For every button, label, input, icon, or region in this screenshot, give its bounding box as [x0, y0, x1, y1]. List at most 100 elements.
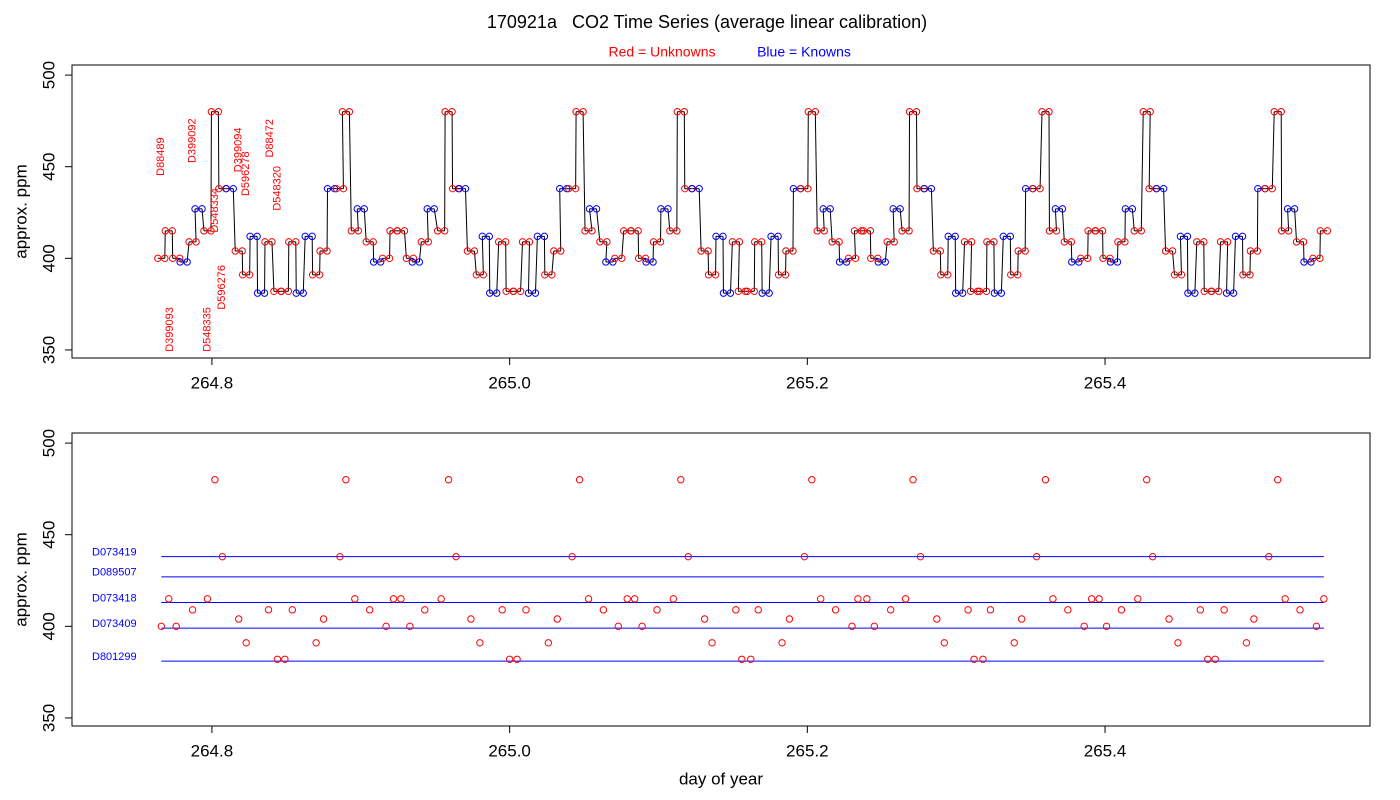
point-marker	[424, 238, 432, 246]
point-marker	[1121, 238, 1129, 246]
point-marker	[1239, 271, 1247, 279]
point-marker	[944, 232, 952, 241]
trace-connector	[595, 208, 601, 242]
point-marker	[813, 227, 821, 235]
point-marker	[231, 247, 239, 255]
y-tick-label: 500	[39, 429, 58, 457]
point-marker	[564, 184, 573, 193]
trace-connector	[473, 250, 477, 275]
point-marker	[183, 258, 191, 266]
point-marker	[979, 655, 987, 664]
point-marker	[319, 615, 328, 623]
point-marker	[973, 287, 982, 296]
point-marker	[1309, 254, 1317, 263]
point-marker	[273, 655, 282, 664]
point-marker	[270, 287, 278, 296]
point-marker	[1029, 184, 1037, 193]
trace-connector	[582, 111, 586, 231]
point-marker	[951, 232, 959, 241]
point-marker	[960, 238, 969, 246]
point-marker	[385, 254, 394, 263]
point-marker	[851, 254, 860, 263]
point-marker	[1196, 606, 1205, 614]
point-marker	[817, 595, 825, 603]
point-marker	[951, 289, 960, 297]
point-marker	[592, 205, 601, 213]
trace-connector	[1039, 111, 1043, 189]
point-marker	[218, 552, 227, 561]
point-marker	[1106, 254, 1114, 263]
y-tick-label: 450	[39, 521, 58, 549]
point-marker	[168, 227, 176, 235]
point-marker	[292, 289, 300, 297]
point-marker	[264, 606, 273, 614]
point-marker	[975, 287, 984, 296]
point-marker	[1114, 238, 1122, 246]
point-marker	[1091, 227, 1100, 235]
point-marker	[804, 108, 813, 116]
point-marker	[747, 655, 755, 664]
point-marker	[758, 238, 766, 246]
trace-connector	[814, 111, 818, 231]
point-marker	[774, 232, 782, 241]
point-marker	[235, 615, 243, 623]
point-marker	[585, 205, 594, 213]
point-marker	[1204, 655, 1212, 664]
point-marker	[905, 108, 914, 116]
point-marker	[781, 271, 790, 279]
trace-connector	[737, 241, 740, 292]
point-marker	[417, 238, 425, 246]
point-marker	[386, 227, 394, 235]
point-marker	[588, 227, 596, 235]
point-marker	[501, 238, 510, 246]
point-marker	[1099, 254, 1107, 263]
trace-connector	[403, 230, 407, 259]
point-marker	[704, 271, 713, 279]
point-marker	[1193, 238, 1201, 246]
point-marker	[524, 289, 533, 297]
trace-connector	[768, 236, 772, 294]
x-axis-title: day of year	[679, 769, 763, 788]
point-marker	[1146, 108, 1154, 116]
point-marker	[835, 238, 843, 246]
point-marker	[808, 476, 816, 484]
point-marker	[323, 184, 332, 193]
point-marker	[1307, 258, 1315, 266]
point-marker	[284, 287, 293, 296]
point-marker	[1284, 227, 1293, 235]
point-marker	[750, 287, 758, 296]
point-marker	[479, 271, 488, 279]
point-marker	[927, 184, 936, 193]
point-marker	[452, 552, 460, 561]
point-marker	[1191, 289, 1199, 297]
trace-connector	[481, 236, 484, 275]
point-marker	[1165, 615, 1173, 623]
plot-frame	[71, 432, 1371, 727]
point-marker	[406, 622, 414, 631]
annotation: D548334	[209, 188, 221, 233]
point-marker	[688, 184, 696, 193]
point-marker	[211, 476, 219, 484]
trace-connector	[1271, 111, 1275, 189]
point-marker	[1312, 622, 1321, 631]
point-marker	[1010, 639, 1018, 647]
point-marker	[603, 238, 611, 246]
point-marker	[789, 247, 797, 255]
trace-connector	[496, 241, 500, 294]
point-marker	[1222, 289, 1231, 297]
point-marker	[172, 622, 180, 631]
point-marker	[657, 205, 665, 213]
point-marker	[681, 184, 689, 193]
trace-connector	[829, 208, 833, 242]
annotation: D399092	[186, 118, 198, 163]
point-marker	[408, 258, 417, 266]
point-marker	[1139, 108, 1147, 116]
point-marker	[541, 271, 549, 279]
point-marker	[467, 615, 475, 623]
point-marker	[1246, 247, 1255, 255]
point-marker	[1068, 258, 1076, 266]
point-marker	[789, 184, 798, 193]
point-marker	[516, 287, 525, 296]
point-marker	[774, 271, 783, 279]
point-marker	[641, 254, 650, 263]
